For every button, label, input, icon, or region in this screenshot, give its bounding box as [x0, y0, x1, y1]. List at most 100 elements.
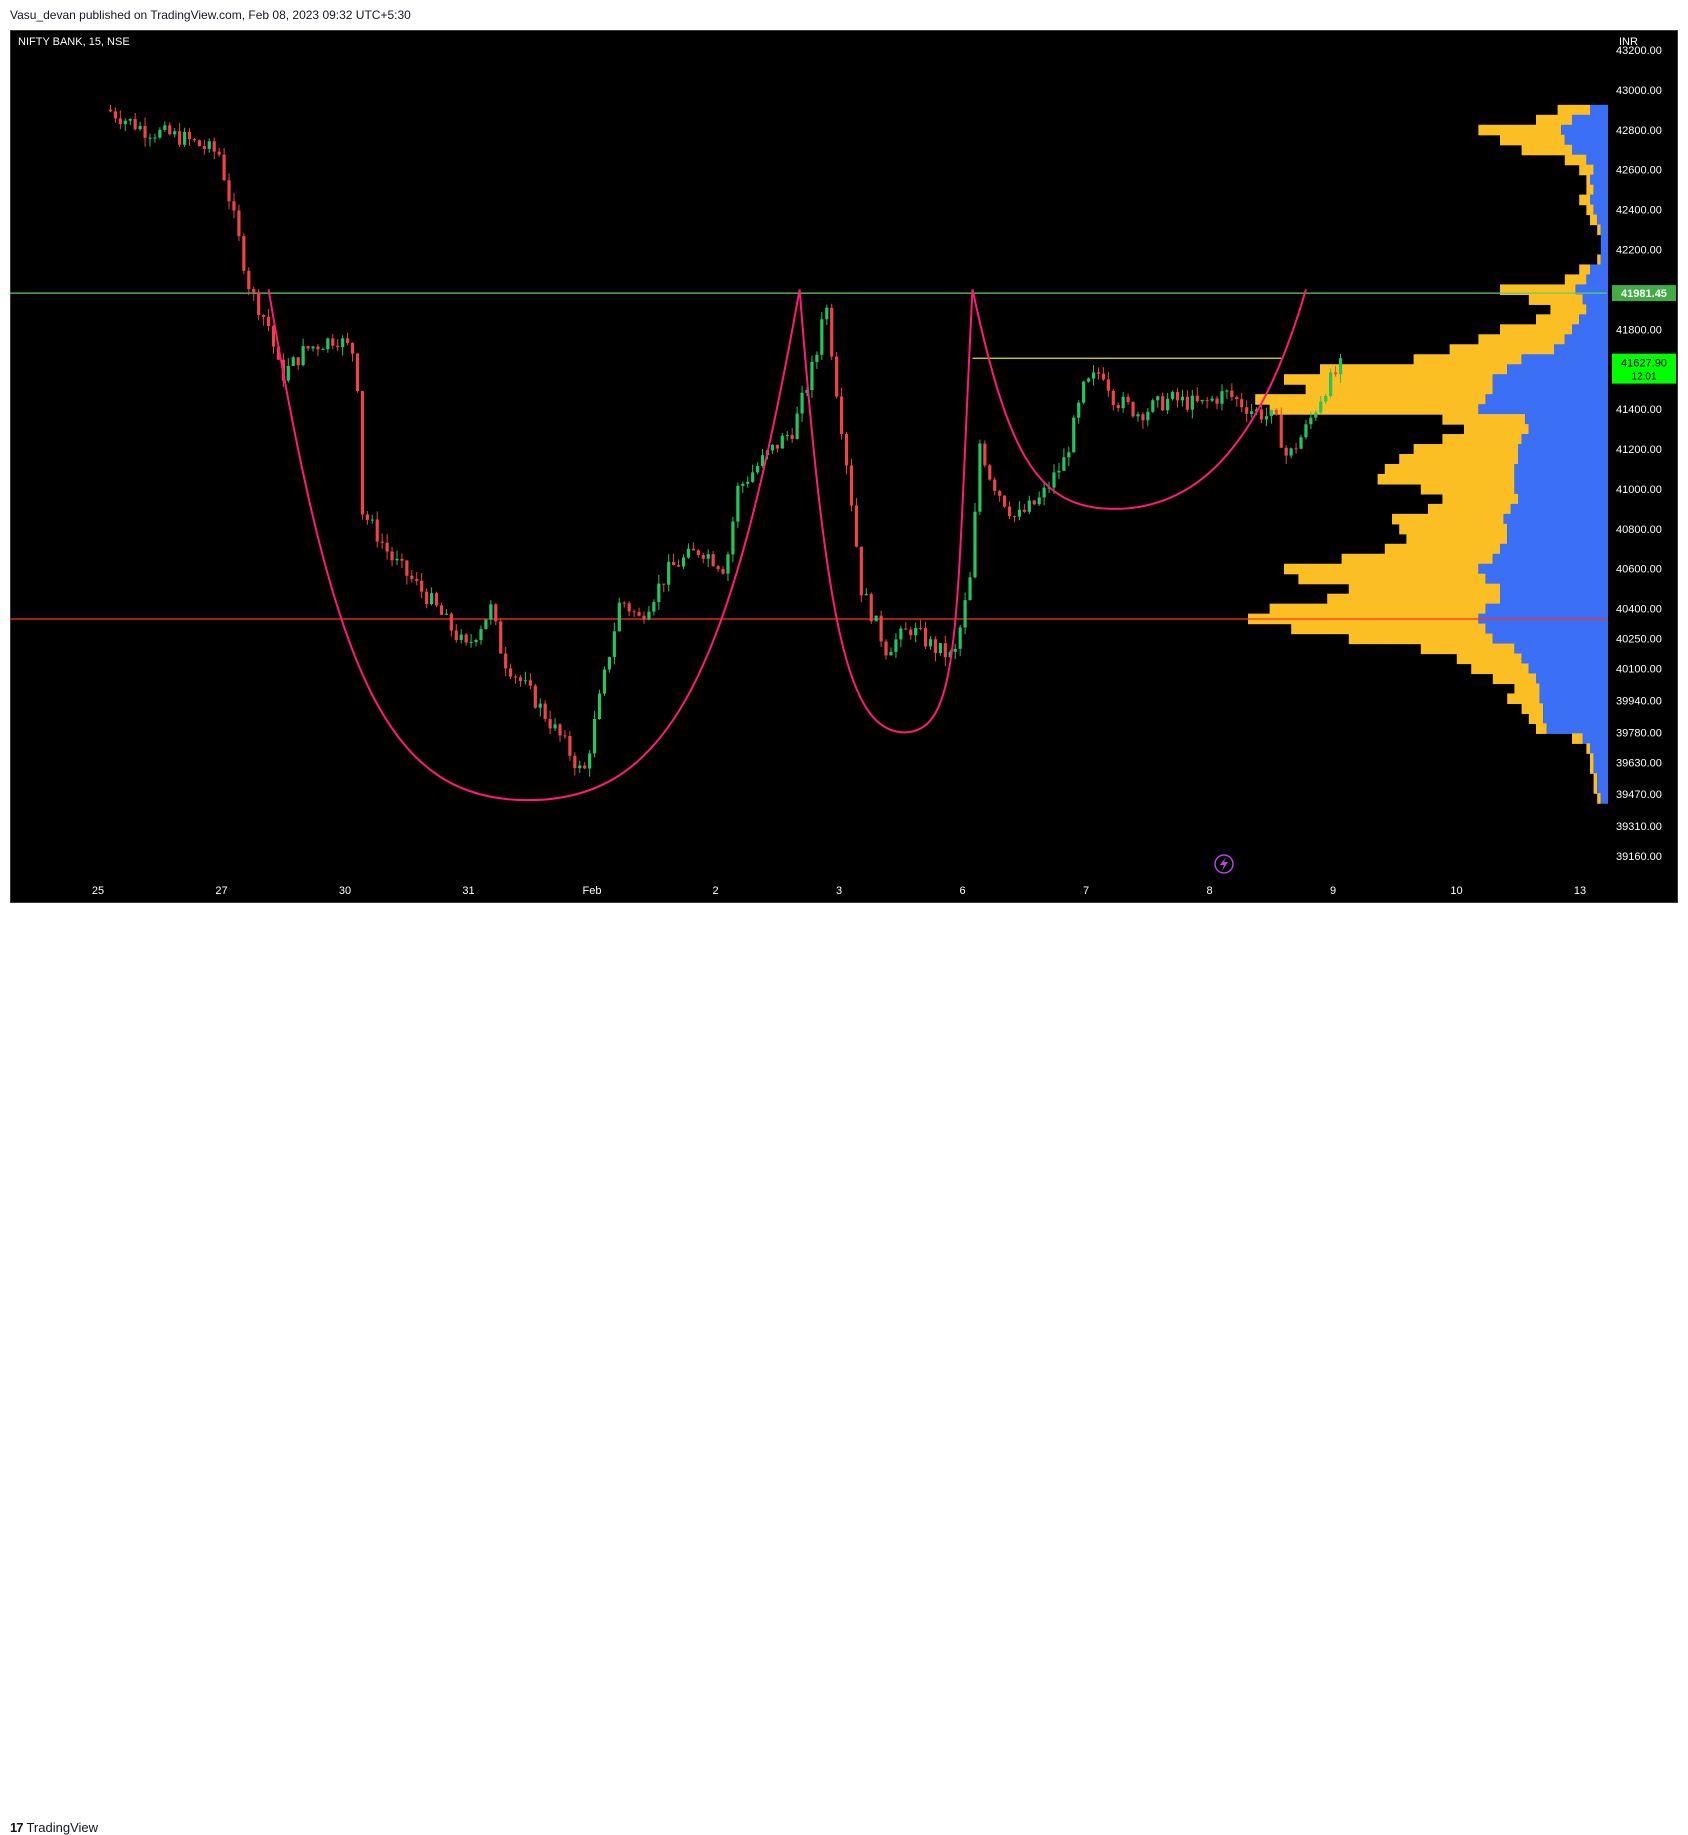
candle-body	[257, 292, 261, 316]
candle-body	[805, 390, 809, 393]
candle-body	[815, 354, 819, 362]
candle-body	[252, 289, 256, 293]
candle-body	[973, 511, 977, 578]
y-tick-label: 39630.00	[1616, 757, 1662, 769]
candle-body	[874, 615, 878, 622]
vp-bar-up	[1399, 523, 1508, 535]
candlestick-chart[interactable]: 25 27 30 31 Feb 2 3 6 7 8 9 10 13 43200.00 43000.00 42…	[0, 0, 1688, 939]
candle-body	[355, 353, 360, 392]
vp-bar-down	[1492, 633, 1608, 645]
candle-body	[637, 612, 641, 616]
candle-body	[518, 677, 523, 682]
vp-bar-down	[1575, 284, 1608, 295]
candle-body	[657, 583, 661, 603]
candle-body	[1067, 452, 1071, 458]
vp-bar-up	[1341, 553, 1493, 565]
candle-body	[1259, 409, 1264, 420]
vp-bar-up	[1478, 124, 1562, 136]
vp-bar-down	[1586, 274, 1608, 286]
vp-bar-down	[1485, 603, 1608, 615]
vp-bar-up	[1348, 633, 1493, 645]
tradingview-logo[interactable]: 17 TradingView	[10, 1820, 98, 1835]
candle-body	[790, 435, 794, 439]
candle-body	[1314, 412, 1318, 418]
tradingview-brand: TradingView	[26, 1820, 99, 1835]
candle-body	[923, 628, 928, 647]
vp-bar-down	[1590, 743, 1608, 754]
candle-body	[1170, 392, 1175, 399]
vp-bar-down	[1528, 424, 1608, 435]
candle-body	[291, 357, 295, 366]
vp-bar-up	[1442, 493, 1518, 505]
candle-body	[331, 338, 335, 346]
candle-body	[667, 561, 671, 585]
candle-body	[686, 548, 691, 558]
vp-bar-up	[1536, 114, 1572, 126]
candle-body	[1037, 497, 1041, 505]
y-axis: 43200.00 43000.00 42800.00 42600.00 42400.00…	[1612, 45, 1676, 863]
y-tick-label: 42400.00	[1616, 205, 1662, 217]
vp-bar-down	[1597, 773, 1608, 784]
vp-bar-up	[1420, 483, 1515, 495]
y-tick-label: 41200.00	[1616, 444, 1662, 456]
tradingview-mark-icon: 17	[10, 1820, 24, 1835]
vp-bar-down	[1507, 533, 1608, 545]
candle-body	[242, 236, 246, 271]
candle-body	[849, 465, 854, 506]
candle-body	[1156, 396, 1160, 401]
candle-body	[800, 392, 804, 414]
y-tick-label: 40400.00	[1616, 604, 1662, 616]
vp-bar-down	[1590, 174, 1608, 186]
candle-body	[953, 648, 957, 652]
candle-body	[568, 736, 572, 756]
candle-body	[1284, 447, 1288, 456]
candle-body	[350, 342, 355, 354]
candle-body	[1052, 472, 1056, 488]
candle-body	[197, 140, 201, 147]
vp-bar-down	[1507, 364, 1608, 375]
candle-body	[286, 365, 290, 381]
vp-bar-down	[1500, 583, 1608, 595]
candle-body	[592, 719, 597, 754]
vp-bar-up	[1514, 683, 1540, 695]
candle-body	[780, 435, 784, 449]
vp-bar-up	[1500, 324, 1572, 335]
y-tick-label: 39160.00	[1616, 851, 1662, 863]
candle-body	[731, 521, 735, 555]
vp-bar-down	[1600, 793, 1608, 804]
candle-body	[1062, 457, 1066, 471]
candle-body	[1324, 395, 1328, 402]
candle-body	[583, 765, 587, 769]
vp-bar-down	[1586, 154, 1608, 166]
vp-bar-up	[1590, 214, 1598, 226]
candle-body	[168, 125, 172, 135]
candle-body	[543, 703, 547, 719]
candle-body	[1245, 407, 1249, 414]
candle-body	[869, 594, 873, 622]
y-tick-label: 40800.00	[1616, 524, 1662, 536]
candle-body	[1032, 500, 1036, 505]
candle-body	[760, 455, 765, 466]
candle-body	[316, 346, 320, 350]
candle-body	[1042, 487, 1046, 498]
y-tick-label: 43000.00	[1616, 85, 1662, 97]
candle-body	[938, 643, 942, 654]
candle-body	[123, 120, 127, 125]
candle-body	[672, 561, 676, 566]
candle-body	[948, 651, 952, 658]
vp-bar-down	[1593, 763, 1608, 774]
candle-body	[187, 131, 192, 140]
flash-icon[interactable]	[1214, 854, 1234, 874]
candle-body	[1082, 381, 1086, 403]
candle-body	[751, 472, 755, 482]
x-tick-label: 31	[462, 885, 474, 897]
candle-body	[741, 483, 745, 486]
vp-bar-up	[1597, 224, 1601, 236]
vp-bar-down	[1564, 134, 1608, 146]
candle-body	[429, 593, 434, 605]
candle-body	[978, 443, 982, 512]
x-tick-label: 9	[1330, 885, 1336, 897]
candle-body	[513, 676, 518, 678]
vp-bar-down	[1500, 593, 1608, 605]
candle-body	[227, 180, 231, 202]
